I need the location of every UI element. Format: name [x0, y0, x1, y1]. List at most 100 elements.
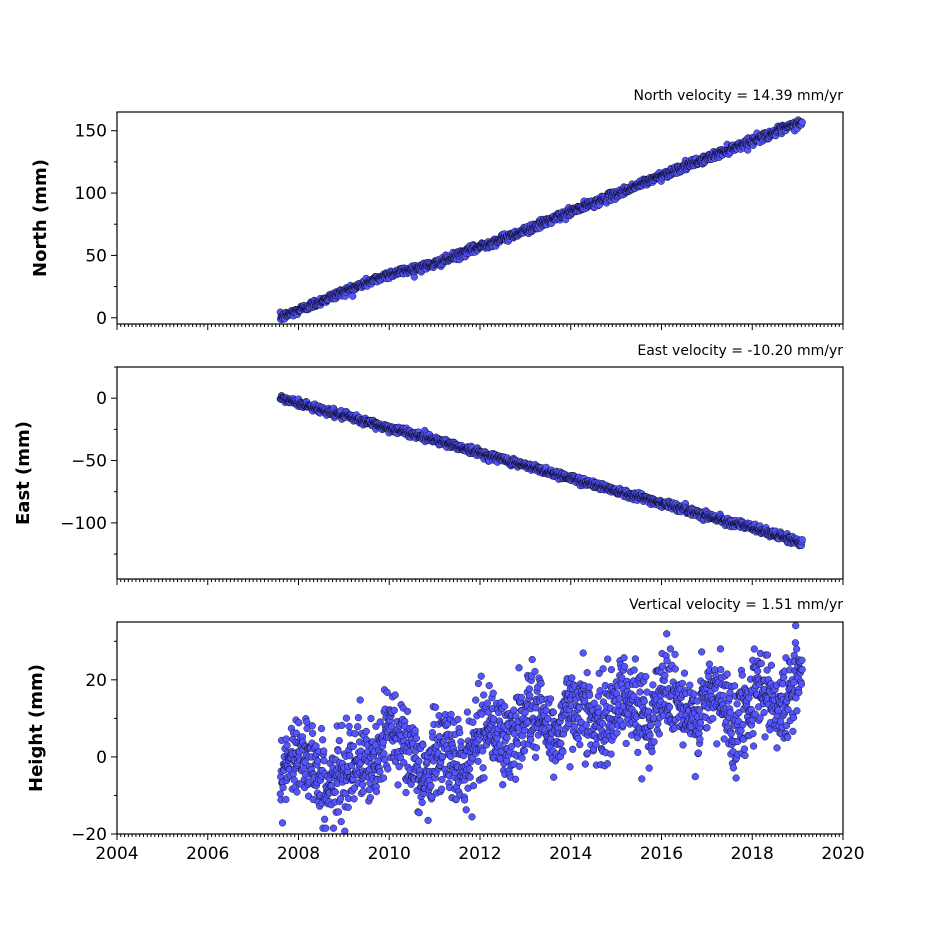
- height-data-point: [719, 692, 727, 700]
- height-data-point: [575, 704, 584, 712]
- height-data-point: [531, 753, 540, 761]
- height-data-point: [510, 706, 518, 714]
- north-data-point: [349, 292, 357, 300]
- east-y-tick-label: −50: [71, 452, 107, 472]
- north-y-tick-label: 0: [96, 309, 107, 329]
- height-data-point: [469, 782, 478, 790]
- height-data-point: [319, 736, 327, 744]
- height-data-point: [380, 750, 388, 758]
- height-data-point: [469, 718, 477, 726]
- height-data-point: [690, 690, 698, 698]
- north-y-axis-label: North (mm): [30, 159, 51, 277]
- north-data-point: [798, 118, 806, 126]
- north-y-tick-label: 100: [75, 184, 107, 204]
- north-velocity-label: North velocity = 14.39 mm/yr: [633, 88, 843, 104]
- height-data-point: [679, 741, 687, 749]
- height-data-point: [525, 685, 534, 693]
- east-y-ticks: 0−50−100: [60, 366, 117, 555]
- height-data-point: [760, 708, 768, 717]
- height-data-point: [671, 650, 679, 659]
- height-data-point: [293, 788, 301, 796]
- height-data-point: [527, 736, 535, 744]
- height-data-point: [622, 739, 630, 748]
- height-data-point: [733, 700, 741, 708]
- height-data-point: [276, 790, 284, 798]
- height-data-point: [403, 707, 412, 716]
- east-y-tick-label: 0: [96, 389, 107, 409]
- height-data-point: [405, 748, 413, 756]
- height-data-point: [331, 788, 339, 796]
- height-data-point: [308, 722, 316, 730]
- height-data-point: [354, 723, 362, 731]
- height-data-point: [703, 724, 711, 732]
- height-data-point: [644, 707, 653, 715]
- height-data-point: [477, 672, 485, 680]
- height-data-point: [592, 740, 600, 749]
- height-data-point: [726, 689, 734, 697]
- height-data-point: [678, 679, 687, 688]
- height-data-point: [379, 774, 388, 782]
- height-data-point: [798, 656, 806, 664]
- height-data-point: [528, 655, 536, 664]
- height-data-point: [716, 645, 725, 653]
- height-data-point: [338, 721, 346, 730]
- north-panel: North velocity = 14.39 mm/yr North (mm) …: [30, 88, 844, 330]
- height-data-point: [468, 813, 476, 821]
- height-data-point: [726, 708, 734, 717]
- height-data-point: [419, 741, 427, 749]
- height-y-ticks: 200−20: [71, 640, 117, 845]
- height-y-tick-label: 0: [96, 748, 107, 768]
- height-data-point: [686, 681, 694, 689]
- height-data-point: [784, 733, 792, 741]
- height-data-point: [650, 738, 658, 746]
- height-data-point: [461, 796, 469, 804]
- height-y-axis-label: Height (mm): [26, 664, 47, 792]
- height-data-point: [321, 815, 329, 823]
- height-data-point: [791, 639, 800, 647]
- north-y-tick-label: 50: [85, 246, 107, 266]
- height-data-point: [362, 727, 370, 736]
- height-data-point: [585, 691, 594, 699]
- height-data-point: [582, 721, 590, 729]
- height-data-point: [749, 729, 757, 738]
- height-data-point: [466, 773, 474, 781]
- height-data-point: [792, 621, 800, 630]
- height-data-point: [531, 667, 539, 676]
- height-data-point: [723, 670, 731, 678]
- height-data-point: [795, 688, 803, 697]
- height-data-point: [604, 655, 612, 663]
- height-data-point: [761, 733, 769, 741]
- height-data-point: [431, 703, 440, 711]
- height-data-point: [603, 760, 612, 768]
- height-data-point: [480, 774, 488, 782]
- height-data-point: [480, 691, 488, 699]
- height-data-point: [384, 765, 392, 773]
- height-data-point: [792, 645, 801, 653]
- height-data-point: [655, 730, 663, 738]
- height-data-point: [351, 730, 359, 738]
- height-data-point: [474, 757, 482, 765]
- height-data-point: [514, 740, 522, 748]
- height-data-point: [394, 781, 402, 789]
- height-data-point: [344, 803, 352, 811]
- height-data-point: [336, 795, 345, 803]
- height-data-point: [789, 727, 797, 736]
- height-data-point: [520, 747, 529, 755]
- height-data-point: [741, 751, 749, 760]
- height-data-point: [727, 730, 735, 738]
- height-data-point: [599, 665, 607, 673]
- height-data-point: [557, 739, 565, 748]
- height-data-point: [750, 645, 758, 653]
- height-x-ticks: 2004 2006 2008 2010 2012 2014 2016 2018 2020: [95, 834, 865, 864]
- height-data-point: [645, 764, 653, 772]
- height-data-point: [661, 671, 669, 680]
- height-data-point: [544, 714, 552, 723]
- east-scatter: [276, 392, 806, 550]
- height-data-point: [418, 798, 426, 807]
- height-y-tick-label: −20: [71, 825, 107, 845]
- height-data-point: [663, 630, 671, 638]
- height-data-point: [634, 748, 642, 757]
- height-data-point: [354, 714, 363, 722]
- height-data-point: [576, 741, 584, 749]
- height-data-point: [598, 719, 607, 728]
